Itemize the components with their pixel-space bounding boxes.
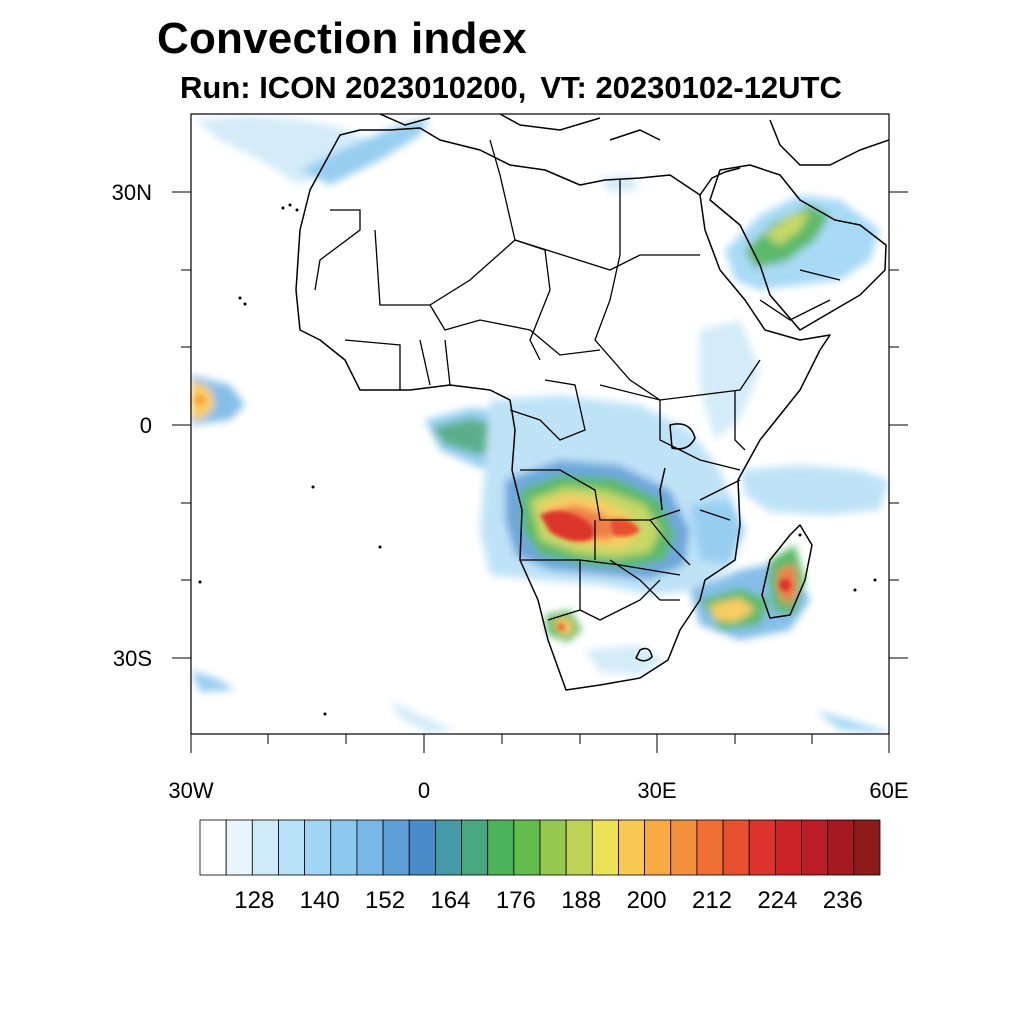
colorbar-swatch xyxy=(330,819,358,876)
colorbar-swatch xyxy=(670,819,698,876)
colorbar-tick-label: 188 xyxy=(561,887,602,914)
convection-field xyxy=(191,116,889,734)
lon-label-60e: 60E xyxy=(869,778,908,803)
colorbar-swatch xyxy=(774,819,802,876)
latitude-labels: 30N 0 30S xyxy=(112,180,152,671)
colorbar-tick-label: 212 xyxy=(691,887,733,914)
colorbar-swatch xyxy=(382,819,410,876)
coastlines xyxy=(295,114,889,691)
lat-label-30n: 30N xyxy=(112,180,152,205)
colorbar-swatch xyxy=(801,819,829,876)
colorbar-swatch xyxy=(304,819,332,876)
colorbar-swatch xyxy=(644,819,672,876)
axis-ticks xyxy=(172,191,908,753)
lon-label-30e: 30E xyxy=(637,778,676,803)
colorbar-tick-label: 164 xyxy=(430,887,471,914)
colorbar-swatch xyxy=(618,819,646,876)
colorbar-swatch xyxy=(461,819,489,876)
colorbar-tick-label: 224 xyxy=(757,887,798,914)
colorbar-swatch xyxy=(356,819,384,876)
colorbar-swatch xyxy=(827,819,855,876)
chart-title: Convection index xyxy=(157,14,527,63)
colorbar xyxy=(199,819,881,876)
colorbar-swatch xyxy=(722,819,750,876)
colorbar-tick-label: 128 xyxy=(234,887,275,914)
country-borders xyxy=(314,139,841,621)
colorbar-swatch xyxy=(565,819,593,876)
colorbar-swatch xyxy=(748,819,776,876)
colorbar-swatch xyxy=(539,819,567,876)
colorbar-tick-label: 236 xyxy=(822,887,863,914)
lon-label-0: 0 xyxy=(418,778,430,803)
colorbar-swatch xyxy=(251,819,279,876)
colorbar-tick-label: 152 xyxy=(365,887,406,914)
colorbar-tick-label: 140 xyxy=(299,887,340,914)
colorbar-swatch xyxy=(408,819,436,876)
colorbar-tick-label: 200 xyxy=(626,887,667,914)
colorbar-swatch xyxy=(487,819,515,876)
islands xyxy=(198,203,877,716)
run-label: Run: ICON 2023010200, xyxy=(180,70,527,105)
colorbar-swatch xyxy=(853,819,881,876)
lat-label-0: 0 xyxy=(140,413,152,438)
chart-subtitle: Run: ICON 2023010200, VT: 20230102-12UTC xyxy=(180,70,842,106)
valid-time-label: VT: 20230102-12UTC xyxy=(540,70,842,105)
colorbar-swatch xyxy=(591,819,619,876)
map-plot-area xyxy=(191,114,889,734)
lat-label-30s: 30S xyxy=(113,646,152,671)
colorbar-swatch xyxy=(434,819,462,876)
longitude-labels: 30W 0 30E 60E xyxy=(168,778,908,803)
lon-label-30w: 30W xyxy=(168,778,213,803)
colorbar-swatch xyxy=(513,819,541,876)
colorbar-swatch xyxy=(696,819,724,876)
colorbar-tick-label: 176 xyxy=(495,887,536,914)
colorbar-swatch xyxy=(199,819,227,876)
colorbar-swatch xyxy=(225,819,253,876)
map-frame xyxy=(190,113,890,735)
colorbar-swatch xyxy=(278,819,306,876)
